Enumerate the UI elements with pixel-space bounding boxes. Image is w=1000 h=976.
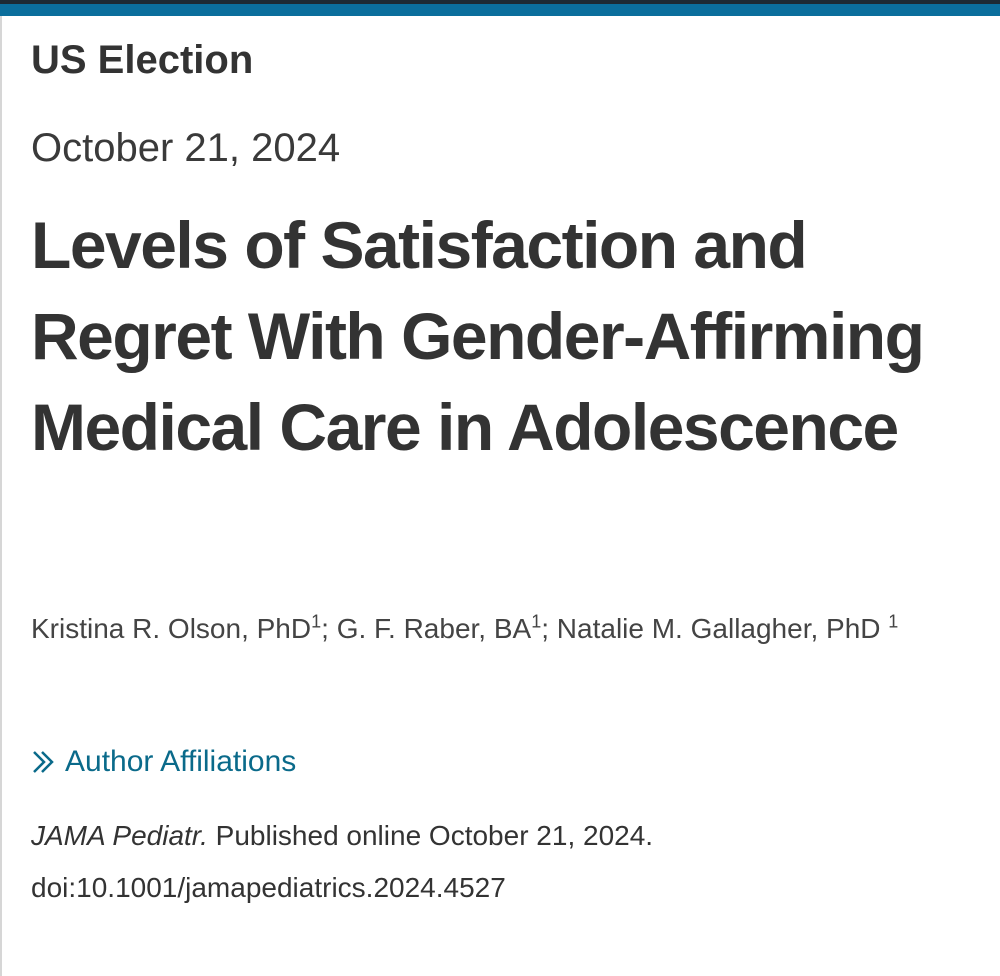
left-border [0,16,2,976]
chevron-icon [33,751,54,773]
affiliation-number: 1 [311,611,322,632]
doi[interactable]: doi:10.1001/jamapediatrics.2024.4527 [31,872,506,903]
author-name[interactable]: Natalie M. Gallagher, PhD [556,613,881,644]
section-label[interactable]: US Election [31,38,254,82]
authors: Kristina R. Olson, PhD1; G. F. Raber, BA… [31,603,976,655]
affiliation-number: 1 [531,611,542,632]
affiliation-number: 1 [888,611,899,632]
citation: JAMA Pediatr. Published online October 2… [31,810,971,914]
author-name[interactable]: Kristina R. Olson, PhD [31,613,312,644]
top-strip [0,0,1000,4]
author-name[interactable]: G. F. Raber, BA [336,613,532,644]
link-text[interactable]: Author Affiliations [65,745,297,778]
date: October 21, 2024 [31,126,341,170]
journal: JAMA Pediatr. [31,820,208,851]
article-title: Levels of Satisfaction and Regret With G… [31,208,925,464]
separator: ; [541,613,550,644]
published: Published online October 21, 2024. [215,820,654,851]
author-affiliations-toggle[interactable]: Author Affiliations [31,745,296,779]
top-bar [0,0,1000,16]
separator: ; [321,613,329,644]
